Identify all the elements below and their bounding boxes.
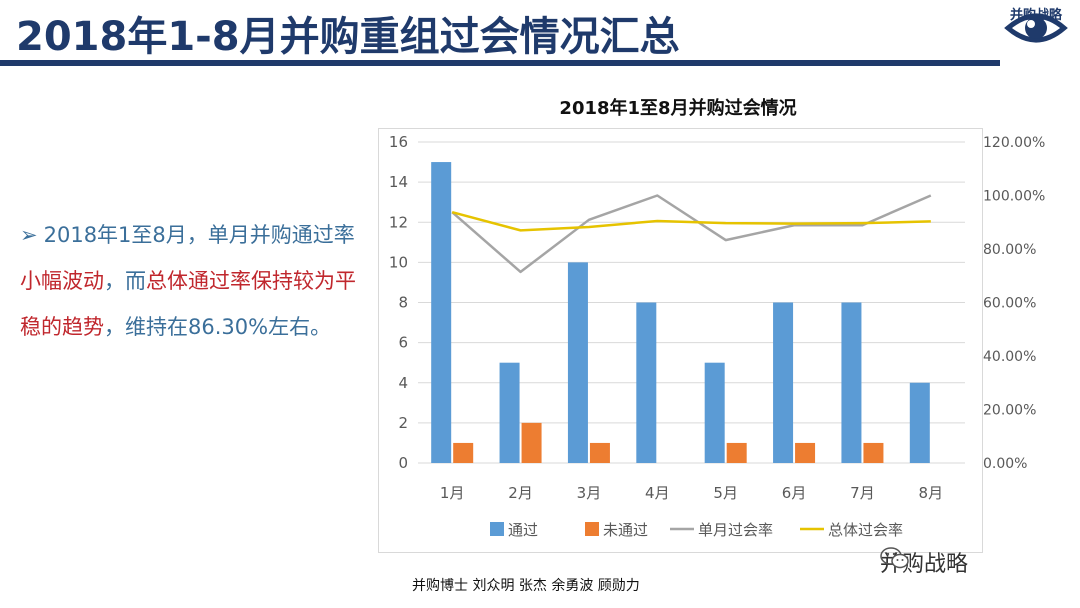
bar-pass bbox=[499, 362, 520, 463]
x-tick-label: 6月 bbox=[782, 484, 807, 502]
x-tick-label: 4月 bbox=[645, 484, 670, 502]
y-left-tick-label: 10 bbox=[389, 253, 408, 271]
bar-fail bbox=[589, 442, 610, 463]
bullet-part-3: ，而 bbox=[104, 269, 146, 293]
bar-pass bbox=[636, 302, 657, 463]
bullet-arrow-icon: ➢ bbox=[20, 223, 38, 247]
bar-pass bbox=[567, 262, 588, 463]
legend-label: 通过 bbox=[508, 521, 538, 539]
legend-label: 总体过会率 bbox=[828, 521, 903, 539]
y-right-tick-label: 20.00% bbox=[983, 403, 1036, 419]
bullet-text: ➢ 2018年1至8月，单月并购通过率小幅波动，而总体通过率保持较为平稳的趋势，维… bbox=[20, 212, 365, 350]
y-left-tick-label: 12 bbox=[389, 213, 408, 231]
x-tick-label: 3月 bbox=[577, 484, 602, 502]
bullet-part-1: 2018年1至8月，单月并购通过率 bbox=[43, 223, 355, 247]
bar-pass bbox=[704, 362, 725, 463]
authors: 并购博士 刘众明 张杰 余勇波 顾勋力 bbox=[412, 578, 640, 594]
chart-frame bbox=[378, 128, 983, 553]
wechat-icon bbox=[880, 547, 909, 569]
bar-fail bbox=[453, 442, 474, 463]
wechat-watermark: 并购战略 bbox=[880, 546, 968, 578]
y-left-tick-label: 14 bbox=[389, 173, 408, 191]
bar-pass bbox=[841, 302, 862, 463]
y-left-tick-label: 2 bbox=[398, 414, 408, 432]
y-left-tick-label: 8 bbox=[398, 294, 408, 312]
line-monthly-rate bbox=[451, 194, 932, 274]
legend-swatch bbox=[490, 522, 504, 536]
y-left-tick-label: 6 bbox=[398, 334, 408, 352]
eye-icon bbox=[1004, 13, 1068, 43]
bar-fail bbox=[795, 442, 816, 463]
y-left-tick-label: 16 bbox=[389, 133, 408, 151]
x-tick-label: 8月 bbox=[919, 484, 944, 502]
y-left-tick-label: 0 bbox=[398, 454, 408, 472]
bullet-part-5: ，维持在86.30%左右。 bbox=[104, 315, 332, 339]
brand-logo: 并购战略 bbox=[1004, 6, 1068, 70]
bar-pass bbox=[431, 162, 452, 463]
y-right-tick-label: 120.00% bbox=[983, 135, 1045, 151]
y-right-tick-label: 100.00% bbox=[983, 189, 1045, 205]
y-right-tick-label: 60.00% bbox=[983, 296, 1036, 312]
y-right-tick-label: 80.00% bbox=[983, 242, 1036, 258]
legend-label: 未通过 bbox=[603, 521, 648, 539]
y-right-tick-label: 40.00% bbox=[983, 349, 1036, 365]
bullet-part-4: 总体通过率保持较为平稳的趋势 bbox=[20, 269, 356, 339]
bar-fail bbox=[521, 422, 542, 463]
x-tick-label: 5月 bbox=[713, 484, 738, 502]
y-right-tick-label: 0.00% bbox=[983, 456, 1027, 472]
bar-pass bbox=[909, 382, 930, 463]
bar-pass bbox=[773, 302, 794, 463]
bar-fail bbox=[726, 442, 747, 463]
x-tick-label: 1月 bbox=[440, 484, 465, 502]
chart-title: 2018年1至8月并购过会情况 bbox=[559, 98, 797, 119]
title-rule bbox=[0, 60, 1000, 66]
bullet-part-2: 小幅波动 bbox=[20, 269, 104, 293]
y-left-tick-label: 4 bbox=[398, 374, 408, 392]
x-tick-label: 2月 bbox=[508, 484, 533, 502]
legend-swatch bbox=[585, 522, 599, 536]
bar-fail bbox=[863, 442, 884, 463]
slide-title: 2018年1-8月并购重组过会情况汇总 bbox=[16, 14, 680, 60]
legend-label: 单月过会率 bbox=[698, 521, 773, 539]
x-tick-label: 7月 bbox=[850, 484, 875, 502]
line-overall-rate bbox=[451, 211, 931, 232]
